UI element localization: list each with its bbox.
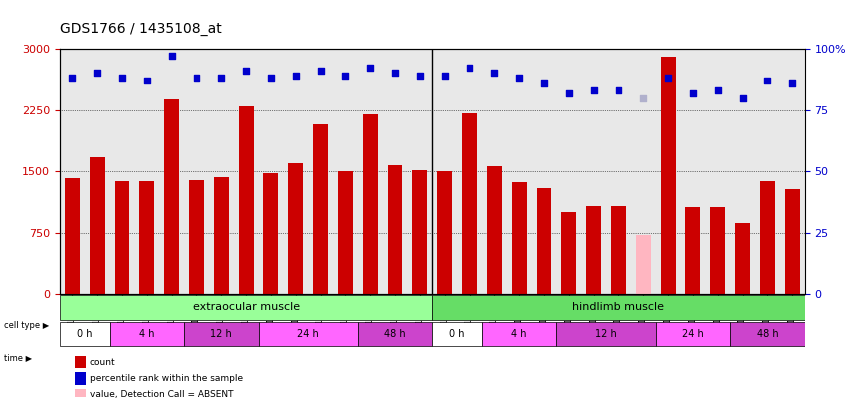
Bar (537, 188, 551, 294)
Bar (65, 178, 80, 294)
Text: count: count (90, 358, 116, 367)
FancyBboxPatch shape (730, 322, 805, 347)
Point (413, 72, 426, 79)
Bar (462, 113, 477, 294)
Point (389, 70, 402, 77)
Bar (388, 165, 402, 294)
Point (735, 94, 750, 101)
Bar (74, 372, 86, 385)
Text: 24 h: 24 h (297, 329, 319, 339)
Bar (74, 388, 86, 401)
FancyBboxPatch shape (259, 322, 358, 347)
Bar (487, 166, 502, 294)
Bar (760, 181, 775, 294)
Bar (363, 114, 377, 294)
Bar (586, 206, 601, 294)
Point (363, 65, 377, 71)
Text: 12 h: 12 h (211, 329, 232, 339)
Point (437, 72, 452, 79)
Point (488, 70, 502, 77)
FancyBboxPatch shape (60, 322, 110, 347)
Point (611, 87, 625, 94)
FancyBboxPatch shape (358, 322, 432, 347)
FancyBboxPatch shape (432, 295, 805, 320)
Bar (686, 207, 700, 294)
Bar (264, 173, 278, 294)
Point (189, 75, 204, 81)
FancyBboxPatch shape (110, 322, 184, 347)
Text: GDS1766 / 1435108_at: GDS1766 / 1435108_at (60, 22, 222, 36)
Bar (164, 99, 179, 294)
Bar (413, 171, 427, 294)
Text: percentile rank within the sample: percentile rank within the sample (90, 374, 243, 383)
Point (462, 65, 476, 71)
Bar (437, 171, 452, 294)
Bar (189, 180, 204, 294)
Text: 48 h: 48 h (384, 329, 406, 339)
Point (786, 80, 800, 86)
Point (562, 90, 575, 96)
Point (66, 75, 79, 81)
Text: cell type ▶: cell type ▶ (4, 321, 50, 330)
Text: 12 h: 12 h (595, 329, 617, 339)
Point (289, 72, 303, 79)
Bar (288, 163, 303, 294)
FancyBboxPatch shape (656, 322, 730, 347)
Point (710, 87, 724, 94)
Text: 4 h: 4 h (139, 329, 155, 339)
Bar (313, 124, 328, 294)
Point (512, 75, 526, 81)
Point (313, 68, 327, 74)
Bar (636, 235, 651, 294)
Point (760, 77, 774, 84)
Bar (90, 156, 104, 294)
Text: 0 h: 0 h (449, 329, 465, 339)
Bar (239, 106, 253, 294)
FancyBboxPatch shape (184, 322, 259, 347)
Point (587, 87, 601, 94)
Point (214, 75, 228, 81)
Text: 4 h: 4 h (511, 329, 527, 339)
Point (91, 70, 104, 77)
FancyBboxPatch shape (60, 295, 432, 320)
Text: value, Detection Call = ABSENT: value, Detection Call = ABSENT (90, 390, 233, 399)
Point (164, 53, 179, 59)
Bar (710, 207, 725, 294)
Point (140, 77, 154, 84)
Bar (611, 207, 626, 294)
Bar (214, 177, 229, 294)
Point (538, 80, 551, 86)
Text: 0 h: 0 h (77, 329, 92, 339)
Point (338, 72, 353, 79)
Bar (512, 182, 526, 294)
Point (687, 90, 700, 96)
Bar (115, 181, 129, 294)
Text: hindlimb muscle: hindlimb muscle (573, 303, 664, 312)
Point (661, 75, 675, 81)
Bar (735, 223, 750, 294)
Point (636, 94, 651, 101)
Bar (661, 57, 675, 294)
FancyBboxPatch shape (432, 322, 482, 347)
Text: extraocular muscle: extraocular muscle (193, 303, 300, 312)
FancyBboxPatch shape (482, 322, 556, 347)
Point (264, 75, 277, 81)
Bar (562, 212, 576, 294)
Bar (140, 181, 154, 294)
FancyBboxPatch shape (556, 322, 656, 347)
Point (115, 75, 129, 81)
Text: 48 h: 48 h (757, 329, 778, 339)
Text: time ▶: time ▶ (4, 353, 33, 362)
Text: 24 h: 24 h (682, 329, 704, 339)
Point (239, 68, 253, 74)
Bar (785, 189, 800, 294)
Bar (338, 171, 353, 294)
Bar (74, 356, 86, 369)
